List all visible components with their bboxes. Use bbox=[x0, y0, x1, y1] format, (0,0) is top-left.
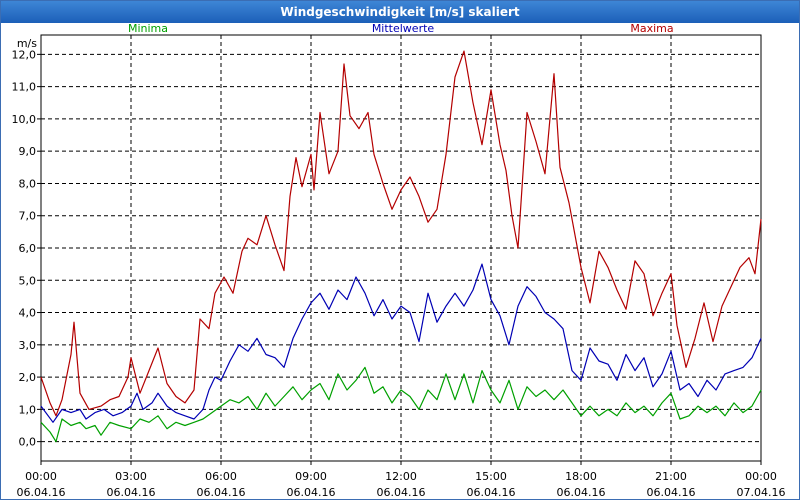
x-tick-date-label: 06.04.16 bbox=[557, 486, 606, 499]
x-tick-time-label: 03:00 bbox=[115, 470, 147, 483]
x-tick-date-label: 06.04.16 bbox=[17, 486, 66, 499]
y-tick-label: 7,0 bbox=[19, 210, 37, 223]
series-line-minima bbox=[40, 366, 762, 443]
legend-entry-mittelwerte: Mittelwerte bbox=[372, 23, 435, 35]
legend-entry-maxima: Maxima bbox=[630, 23, 673, 35]
x-tick-time-label: 18:00 bbox=[565, 470, 597, 483]
y-tick-label: 9,0 bbox=[19, 145, 37, 158]
x-tick-date-label: 06.04.16 bbox=[647, 486, 696, 499]
x-tick-time-label: 00:00 bbox=[745, 470, 777, 483]
wind-speed-chart: 0,0 1,0 2,0 3,0 4,0 5,0 6,0 7,0 8,0 9,0 10,0 11,0 12… bbox=[12, 23, 786, 499]
series-line-mittelwerte bbox=[40, 263, 762, 423]
y-tick-label: 5,0 bbox=[19, 274, 37, 287]
y-tick-label: 0,0 bbox=[19, 436, 37, 449]
legend-entry-minima: Minima bbox=[128, 23, 168, 35]
x-tick-date-label: 06.04.16 bbox=[377, 486, 426, 499]
y-tick-label: 8,0 bbox=[19, 177, 37, 190]
x-tick-time-label: 12:00 bbox=[385, 470, 417, 483]
y-tick-label: 10,0 bbox=[12, 113, 37, 126]
x-tick-date-label: 06.04.16 bbox=[197, 486, 246, 499]
y-tick-label: 2,0 bbox=[19, 371, 37, 384]
y-tick-label: 12,0 bbox=[12, 48, 37, 61]
x-tick-date-label: 07.04.16 bbox=[737, 486, 786, 499]
x-tick-date-label: 06.04.16 bbox=[107, 486, 156, 499]
y-tick-label: 6,0 bbox=[19, 242, 37, 255]
x-tick-time-label: 09:00 bbox=[295, 470, 327, 483]
series-line-maxima bbox=[40, 50, 762, 417]
y-tick-label: 4,0 bbox=[19, 307, 37, 320]
x-tick-date-label: 06.04.16 bbox=[467, 486, 516, 499]
y-tick-label: 1,0 bbox=[19, 403, 37, 416]
x-tick-time-label: 00:00 bbox=[25, 470, 57, 483]
x-tick-date-label: 06.04.16 bbox=[287, 486, 336, 499]
x-tick-time-label: 15:00 bbox=[475, 470, 507, 483]
y-tick-label: 3,0 bbox=[19, 339, 37, 352]
y-axis-label: m/s bbox=[17, 37, 37, 50]
y-tick-label: 11,0 bbox=[12, 81, 37, 94]
x-tick-time-label: 06:00 bbox=[205, 470, 237, 483]
x-tick-time-label: 21:00 bbox=[655, 470, 687, 483]
window-title: Windgeschwindigkeit [m/s] skaliert bbox=[1, 1, 799, 23]
